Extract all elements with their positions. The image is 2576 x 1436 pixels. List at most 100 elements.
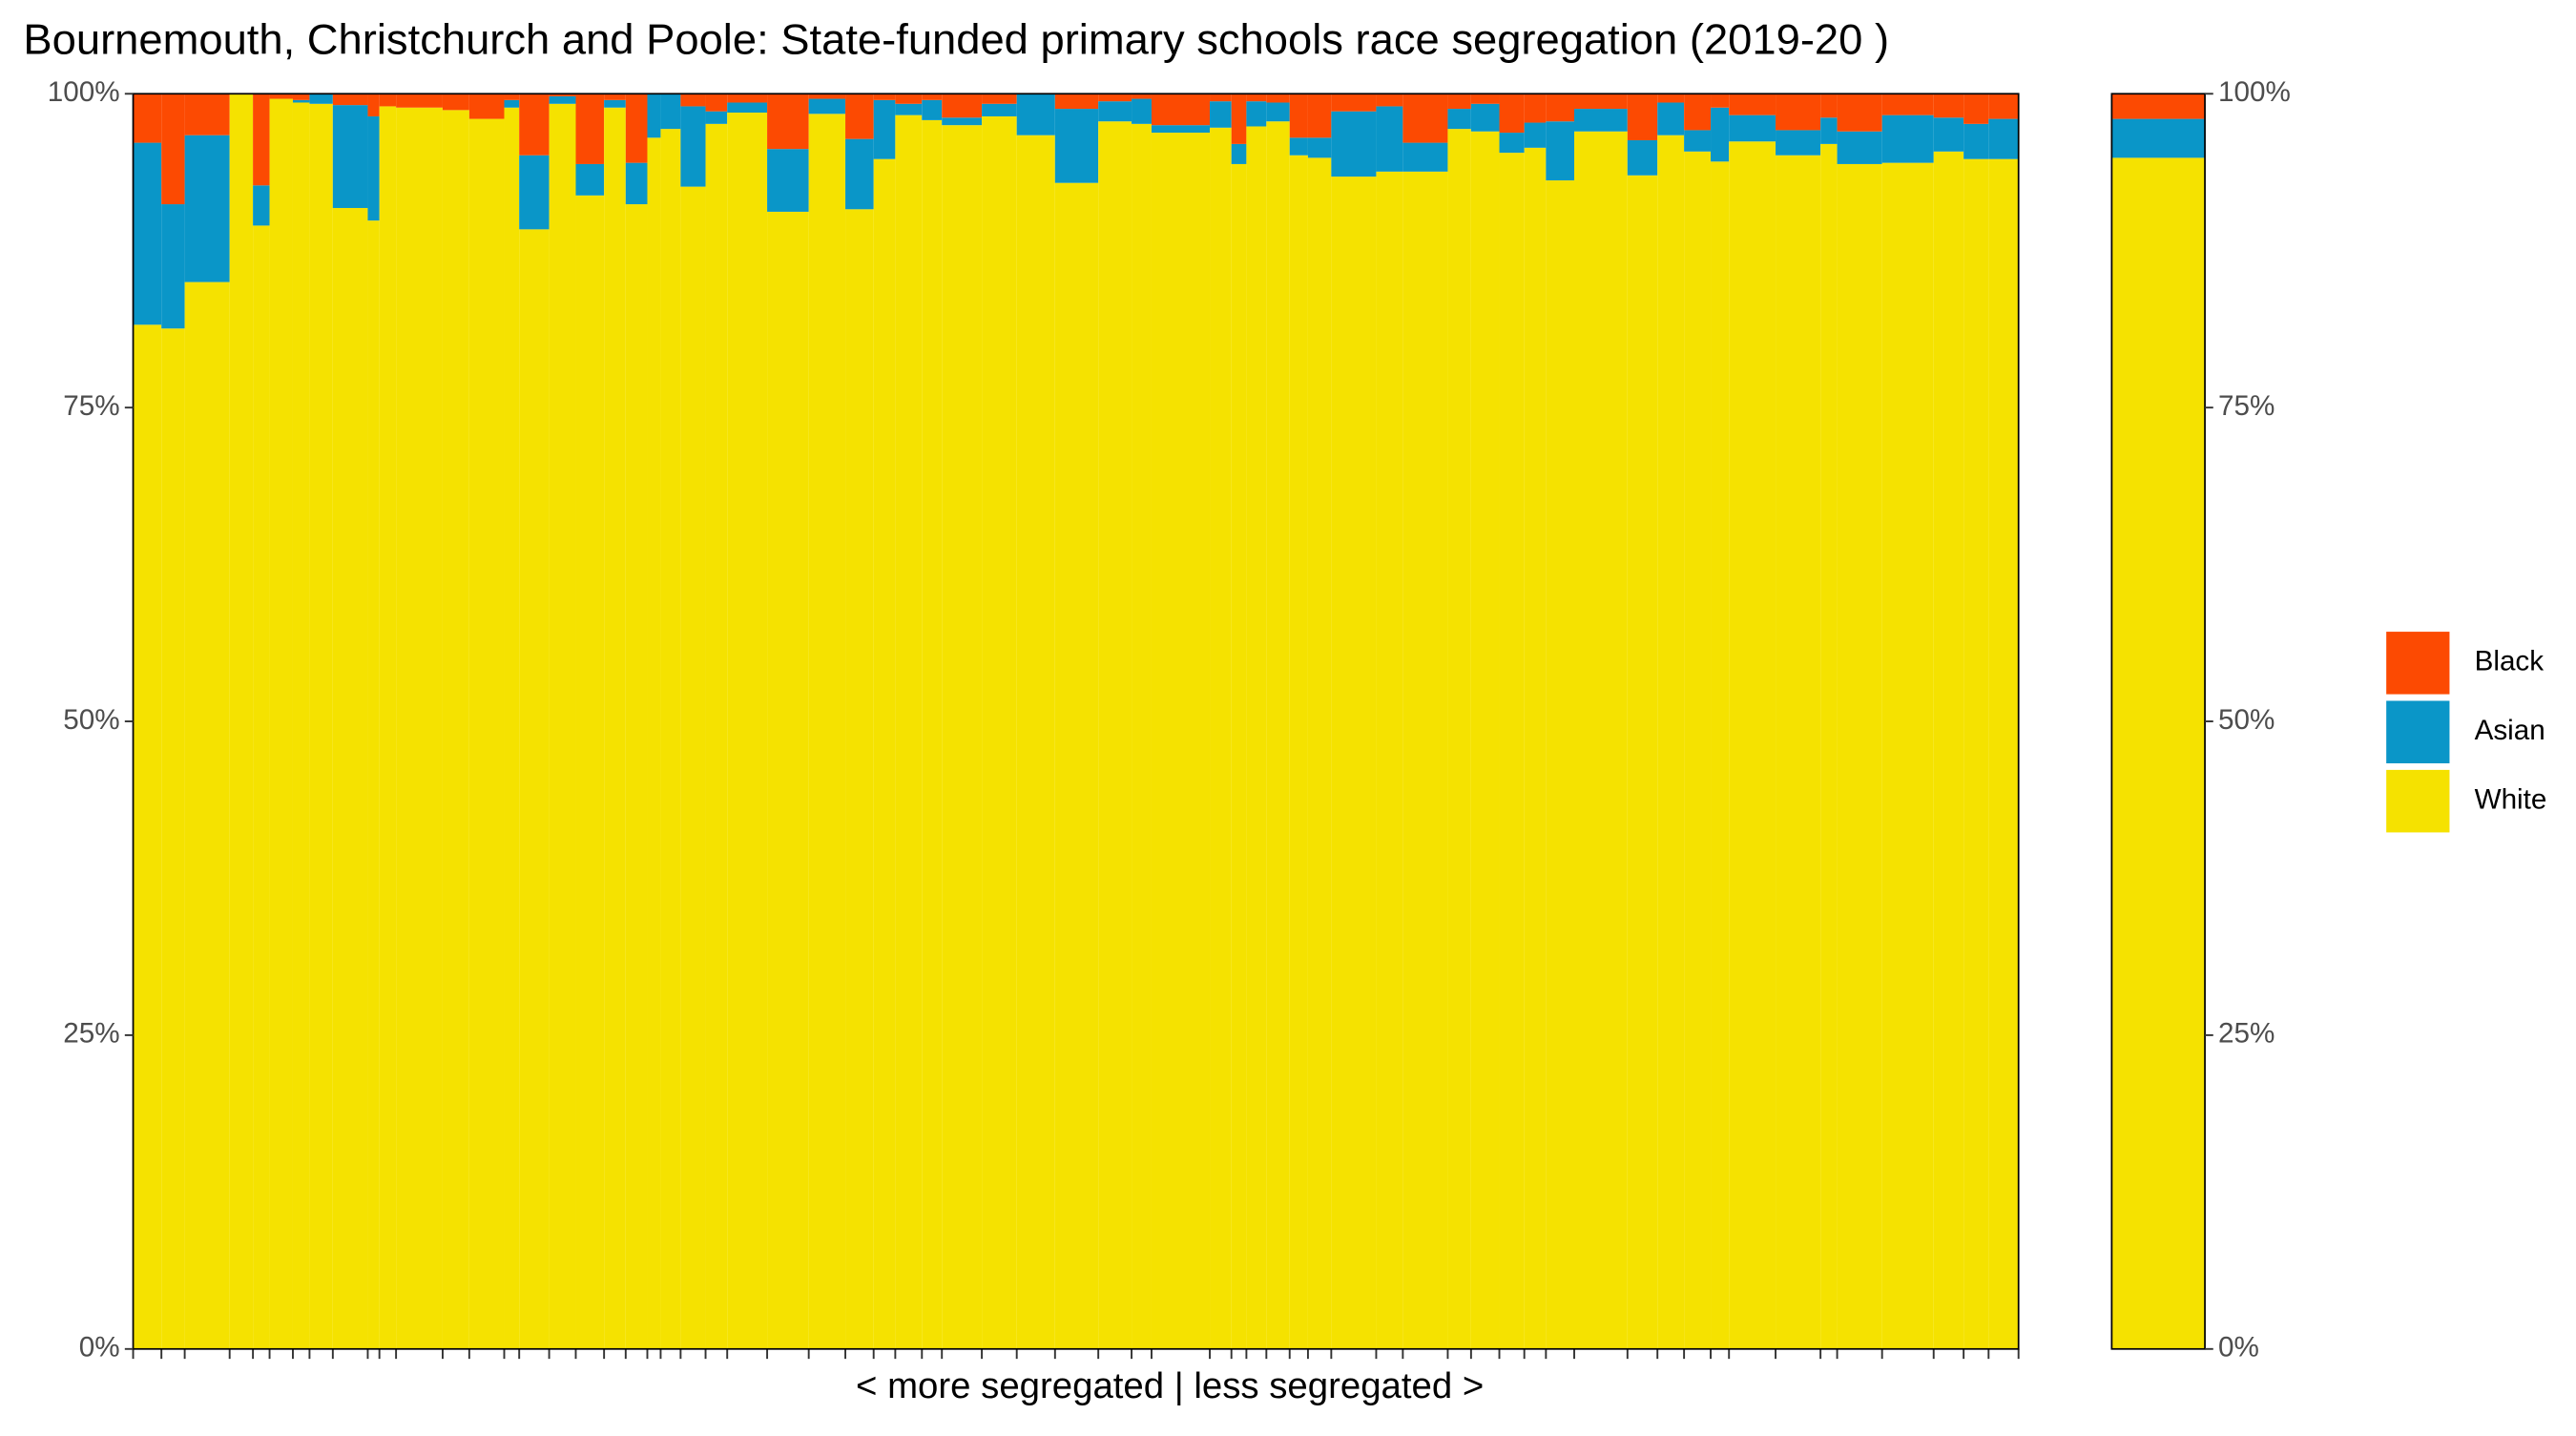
bar-segment (604, 107, 626, 1349)
bar-segment (468, 94, 505, 119)
bar-segment (1711, 107, 1730, 162)
bar-segment (660, 94, 681, 130)
y2-tick-label: 100% (2218, 76, 2291, 108)
bar-segment (1574, 109, 1628, 132)
bar-segment (1231, 143, 1247, 164)
bar-segment (396, 107, 443, 1349)
bar-segment (1016, 135, 1055, 1349)
bar-segment (1246, 126, 1267, 1349)
y-tick-label: 75% (63, 390, 119, 422)
bar-segment (1881, 162, 1934, 1349)
bar-segment (922, 94, 943, 100)
bar-segment (942, 125, 983, 1349)
bar-segment (942, 94, 983, 118)
bar-segment (1729, 94, 1776, 115)
bar-segment (680, 106, 706, 187)
bar-segment (575, 94, 605, 164)
bar-segment (1684, 130, 1712, 152)
bar-segment (1627, 94, 1658, 140)
bar-segment (895, 103, 923, 115)
bar-segment (1546, 94, 1574, 122)
bar-segment (1289, 94, 1308, 138)
bar-segment (1098, 94, 1132, 102)
bar-segment (1470, 103, 1500, 132)
bar-segment (1151, 125, 1211, 134)
bar-segment (442, 94, 469, 111)
bar-segment (1231, 163, 1247, 1349)
bar-segment (1054, 109, 1099, 183)
y-tick-label: 100% (48, 76, 120, 108)
bar-segment (1132, 98, 1152, 124)
bar-segment (396, 94, 443, 108)
bar-segment (1837, 94, 1882, 132)
bar-segment (332, 207, 368, 1349)
bar-segment (1447, 129, 1471, 1349)
bar-segment (1210, 127, 1232, 1349)
bar-segment (1627, 175, 1658, 1349)
total-bar-segment (2111, 157, 2206, 1349)
bar-segment (1711, 161, 1730, 1349)
bar-segment (1499, 133, 1525, 154)
bar-segment (161, 94, 185, 205)
bar-segment (575, 195, 605, 1349)
bar-segment (253, 225, 270, 1349)
bar-segment (1574, 94, 1628, 110)
bar-segment (1776, 94, 1821, 131)
legend-label: Black (2475, 646, 2545, 677)
bar-segment (1729, 141, 1776, 1349)
y-tick-label: 0% (79, 1332, 120, 1363)
bar-segment (1933, 94, 1964, 118)
bar-segment (1657, 135, 1685, 1349)
bar-segment (1151, 94, 1211, 126)
bar-segment (253, 94, 270, 186)
bar-segment (1231, 94, 1247, 144)
bar-segment (519, 229, 550, 1349)
bar-segment (1711, 94, 1730, 108)
bar-segment (1447, 109, 1471, 130)
bar-segment (1657, 102, 1685, 135)
bar-segment (1881, 114, 1934, 163)
bar-segment (133, 324, 162, 1349)
legend-label: Asian (2475, 715, 2545, 746)
bar-segment (1684, 151, 1712, 1349)
bar-segment (1266, 121, 1290, 1349)
bar-segment (873, 94, 896, 100)
bar-segment (1988, 158, 2019, 1349)
bar-segment (184, 94, 230, 135)
chart-title: Bournemouth, Christchurch and Poole: Sta… (23, 15, 1889, 64)
bar-segment (727, 94, 768, 103)
bar-segment (1776, 130, 1821, 156)
bar-segment (845, 94, 874, 139)
bar-segment (367, 220, 380, 1349)
bar-segment (1837, 163, 1882, 1349)
bar-segment (767, 149, 809, 212)
bar-segment (604, 99, 626, 108)
bar-segment (1402, 94, 1448, 143)
bar-segment (1402, 171, 1448, 1349)
bar-segment (982, 115, 1017, 1349)
total-bar-segment (2111, 118, 2206, 158)
bar-segment (332, 105, 368, 208)
total-bar-segment (2111, 94, 2206, 119)
bar-segment (625, 162, 648, 205)
bar-segment (895, 94, 923, 104)
bar-segment (269, 98, 293, 1349)
bar-segment (1447, 94, 1471, 110)
bar-segment (647, 94, 661, 138)
bar-segment (1963, 158, 1989, 1349)
y2-tick-label: 0% (2218, 1332, 2259, 1363)
bar-segment (1963, 123, 1989, 159)
bar-segment (625, 94, 648, 163)
bar-segment (808, 98, 846, 114)
bar-segment (845, 209, 874, 1349)
bar-segment (309, 103, 333, 1349)
bar-segment (767, 211, 809, 1349)
bar-segment (705, 111, 728, 124)
bar-segment (1289, 137, 1308, 156)
bar-segment (379, 106, 397, 1349)
bar-segment (873, 99, 896, 159)
bar-segment (269, 94, 293, 99)
legend-label: White (2475, 784, 2547, 816)
bar-segment (727, 113, 768, 1349)
